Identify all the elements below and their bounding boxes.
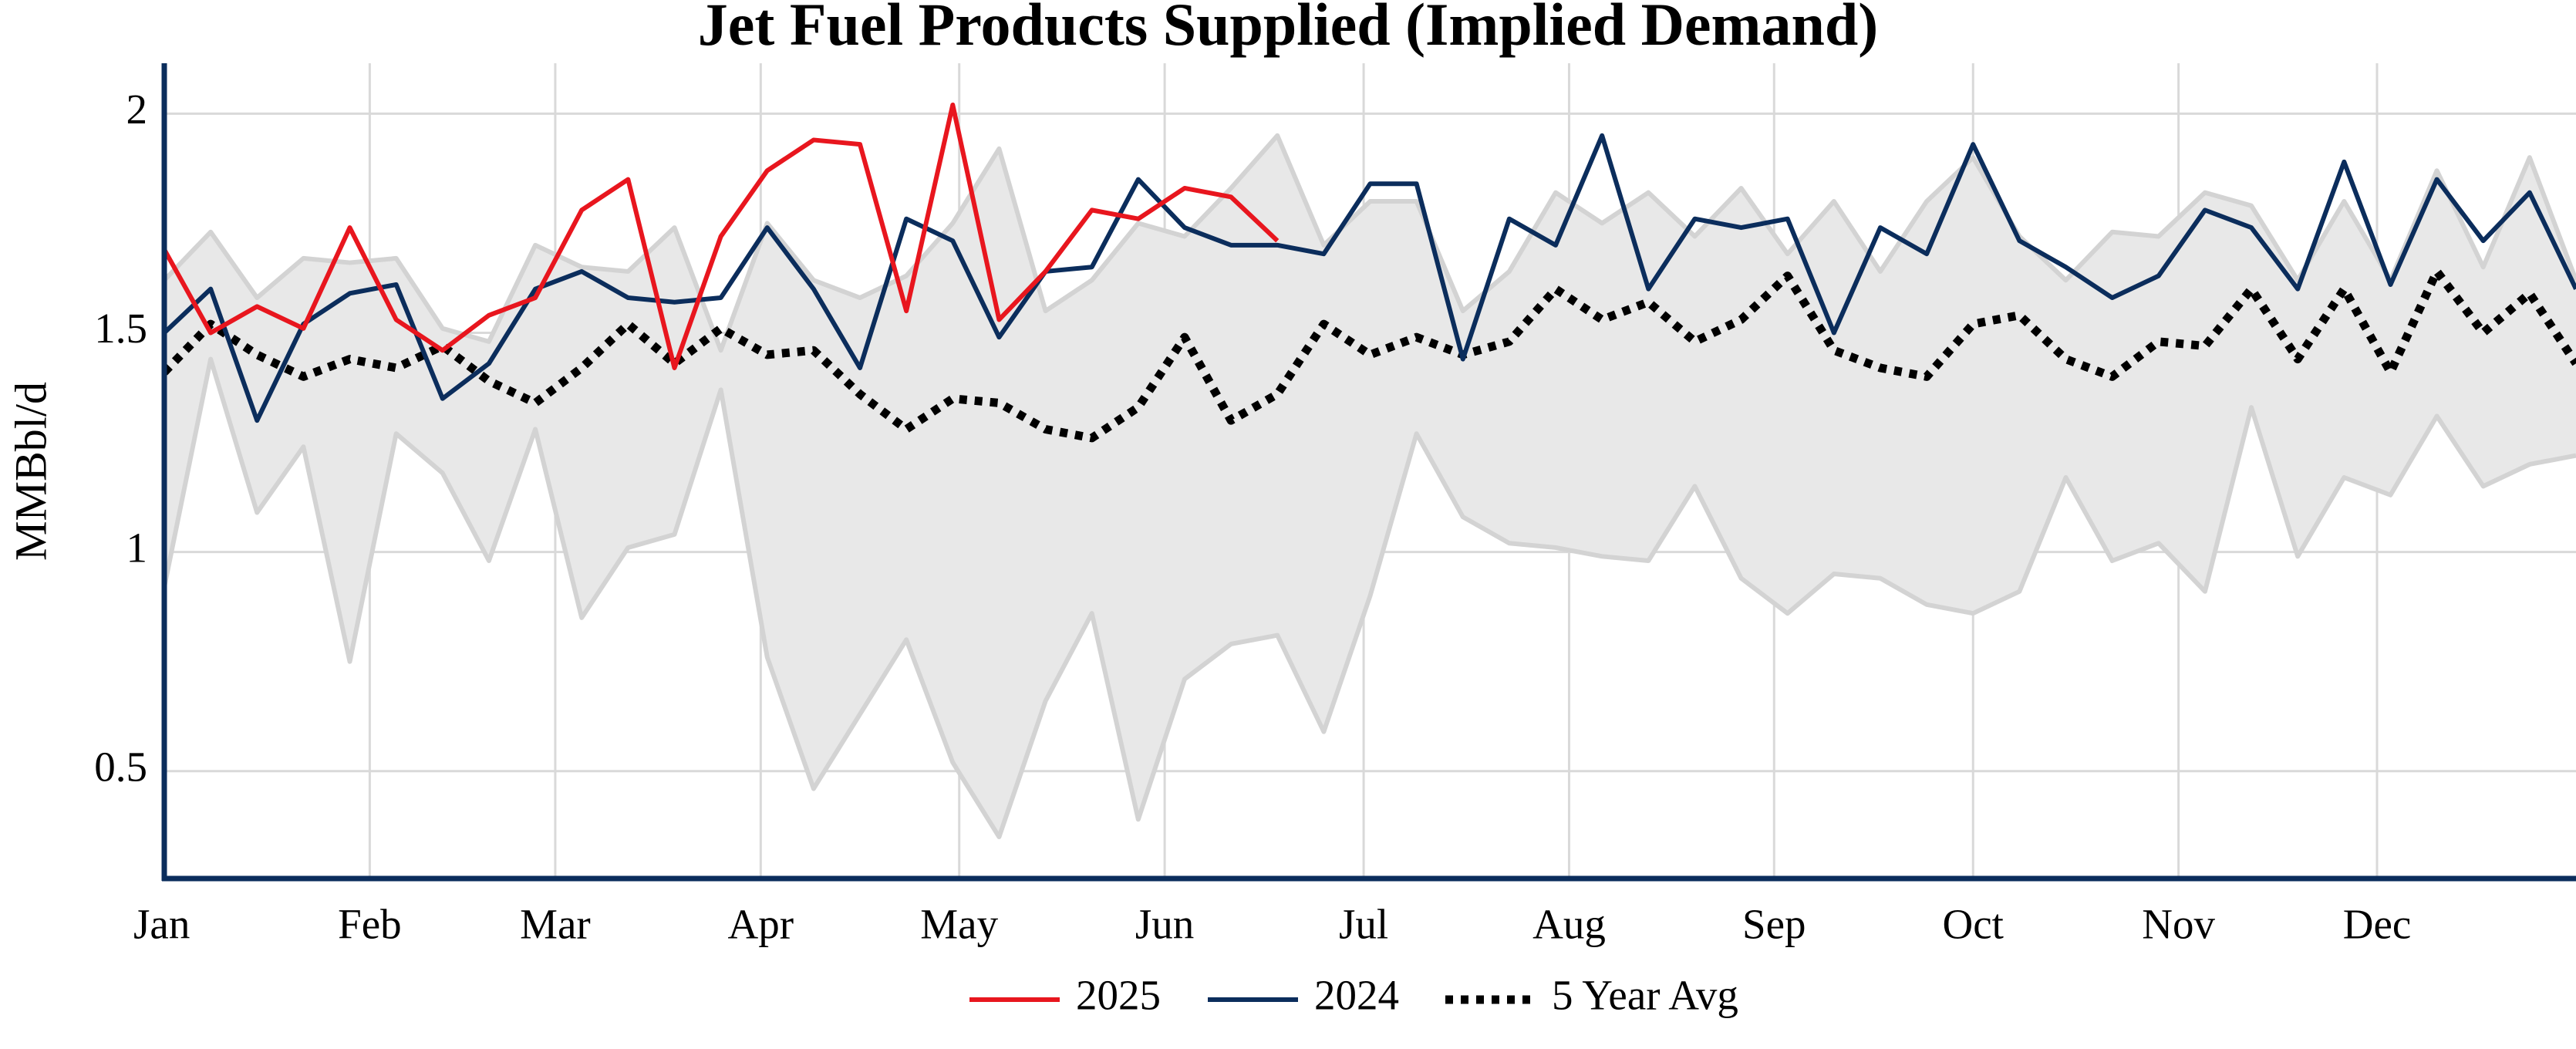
x-tick-label: Aug — [1532, 901, 1606, 948]
x-tick-label: Apr — [728, 901, 794, 948]
legend-label: 5 Year Avg — [1552, 972, 1738, 1019]
y-tick-label: 1.5 — [94, 305, 147, 352]
legend-label: 2025 — [1076, 972, 1161, 1019]
x-tick-label: Dec — [2343, 901, 2412, 948]
series-line — [164, 267, 2576, 443]
range-edge — [164, 356, 2576, 840]
y-tick-label: 2 — [126, 86, 148, 133]
series-line — [164, 133, 2576, 423]
range-edge — [164, 133, 2576, 353]
y-tick-label: 0.5 — [94, 743, 147, 790]
x-tick-label: Mar — [520, 901, 591, 948]
range-band — [164, 135, 2576, 838]
plot-area — [164, 102, 2576, 840]
x-tick-label: Feb — [338, 901, 402, 948]
x-tick-label: Sep — [1742, 901, 1806, 948]
series-line — [164, 102, 1280, 370]
y-tick-label: 1 — [126, 524, 148, 571]
x-tick-label: Jul — [1339, 901, 1388, 948]
axes: 0.5 1 1.5 2 Jan Feb Mar Apr May Jun Jul Aug Sep Oct No… — [94, 63, 2576, 948]
x-tick-label: Oct — [1943, 901, 2004, 948]
y-axis-label: MMBbl/d — [5, 382, 56, 561]
x-tick-label: Jun — [1135, 901, 1194, 948]
x-tick-label: May — [920, 901, 998, 948]
x-tick-label: Jan — [133, 901, 190, 948]
legend: 2025 2024 5 Year Avg — [969, 972, 1738, 1019]
x-tick-label: Nov — [2142, 901, 2215, 948]
chart-title: Jet Fuel Products Supplied (Implied Dema… — [698, 0, 1879, 58]
legend-label: 2024 — [1314, 972, 1399, 1019]
